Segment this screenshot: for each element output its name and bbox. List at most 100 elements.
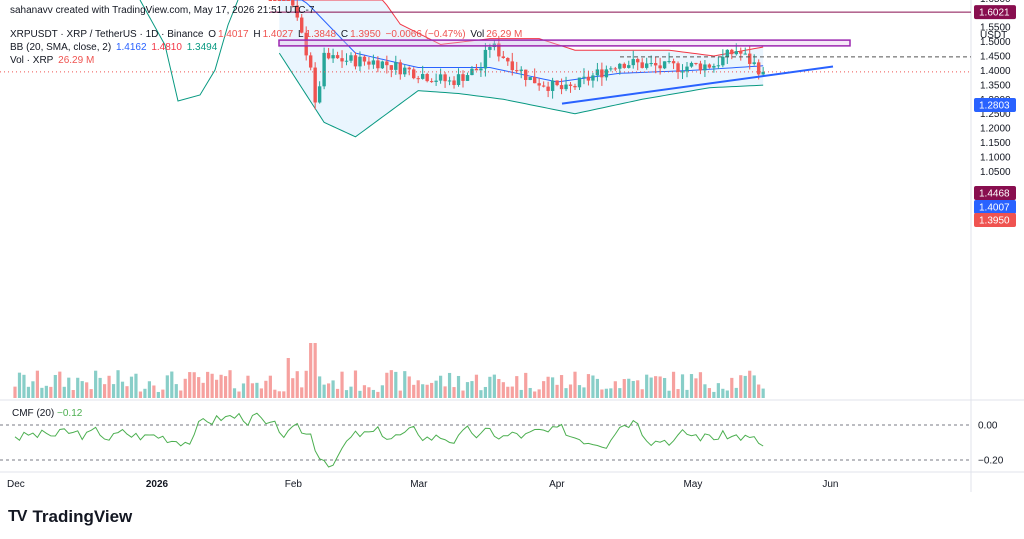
tradingview-logo[interactable]: TV TradingView [8,507,132,527]
volume-bar [479,390,483,398]
volume-bar [555,384,559,398]
volume-bar [474,374,479,398]
volume-bar [721,388,725,398]
symbol-legend[interactable]: XRPUSDT · XRP / TetherUS · 1D · Binance … [10,28,524,41]
volume-bar [170,371,174,398]
volume-bar [94,370,98,398]
volume-bar [559,375,564,398]
volume-bar [49,386,53,398]
candle-body [582,76,586,78]
cmf-legend[interactable]: CMF (20) −0.12 [12,408,82,419]
time-tick-label: 2026 [146,479,169,490]
candle-body [273,0,277,1]
volume-bar [618,388,622,398]
candle-body [331,55,335,59]
price-tick-label: 1.1500 [980,138,1011,149]
volume-bar [577,385,582,398]
candle-body [376,60,380,69]
volume-bar [165,375,169,398]
candle-body [568,84,573,86]
candle-body [577,77,582,88]
candle-body [698,63,703,71]
volume-bar [385,372,389,398]
volume-bar [582,387,586,398]
volume-bar [416,380,420,398]
volume-bar [640,389,644,398]
candle-body [300,17,304,33]
volume-bar [483,386,487,398]
ohlc-o-value: 1.4017 [217,29,249,40]
candle-body [497,43,501,57]
volume-bars [13,343,765,398]
volume-bar [595,378,599,398]
candle-body [725,49,730,57]
volume-bar [730,377,734,398]
candle-body [308,55,313,68]
candle-body [286,0,290,1]
vol-label: Vol [470,29,485,40]
volume-bar [461,390,465,398]
ohlc-l-value: 1.3848 [305,29,337,40]
price-tick-label: 1.3500 [980,80,1011,91]
volume-bar [748,370,752,398]
candle-body [295,5,299,18]
volume-bar [103,384,107,398]
volume-bar [255,382,259,398]
candle-body [277,0,282,1]
volume-bar [147,381,151,398]
volume-bar [116,370,120,398]
volume-bar [367,387,371,398]
volume-bar [349,386,353,398]
candle-body [434,80,438,82]
candle-body [470,68,474,76]
volume-bar [353,370,358,398]
candle-body [667,61,671,63]
volume-bar [443,386,447,398]
candle-body [680,71,685,73]
volume-bar [161,389,165,398]
volume-bar [273,389,277,398]
volume-bar [622,379,626,398]
volume-bar [327,383,331,398]
time-tick-label: Jun [822,479,838,490]
volume-bar [698,372,703,398]
candle-body [653,63,658,66]
price-tick-label: 1.5500 [980,23,1011,34]
candle-body [519,69,523,71]
price-badge-bg [974,186,1016,200]
candle-body [761,71,765,75]
ohlc-h-value: 1.4027 [262,29,294,40]
volume-bar [604,388,608,398]
volume-bar [331,380,335,398]
ohlc-change: −0.0066 (−0.47%) [385,29,466,40]
volume-bar [533,391,537,398]
candle-body [586,76,591,81]
candle-body [385,61,389,66]
cmf-indicator [0,412,971,468]
volume-bar [58,371,62,398]
volume-bar [129,376,134,398]
volume-bar [138,391,143,398]
bb-legend[interactable]: BB (20, SMA, close, 2) 1.4162 1.4810 1.3… [10,41,219,54]
price-badge-bg [974,200,1016,214]
candle-body [618,63,622,69]
candle-body [743,53,747,55]
volume-bar [40,387,44,398]
price-axis[interactable]: 1.05001.10001.15001.20001.25001.30001.35… [980,0,1011,178]
candle-body [622,63,626,68]
time-axis[interactable]: Dec 2026 Feb Mar Apr May Jun [7,479,838,490]
cmf-line [14,412,764,468]
volume-bar [344,390,349,398]
bb-lower-value: 1.3494 [186,42,218,53]
support-trendline [561,65,834,105]
volume-bar [425,384,429,398]
candle-body [748,53,752,64]
volume-bar [215,379,219,398]
volume-bar [286,358,290,398]
volume-bar [680,374,685,398]
volume-bar [35,370,39,398]
volume-bar [600,389,604,398]
volume-legend[interactable]: Vol · XRP 26.29 M [10,54,96,67]
volume-bar [743,375,747,398]
